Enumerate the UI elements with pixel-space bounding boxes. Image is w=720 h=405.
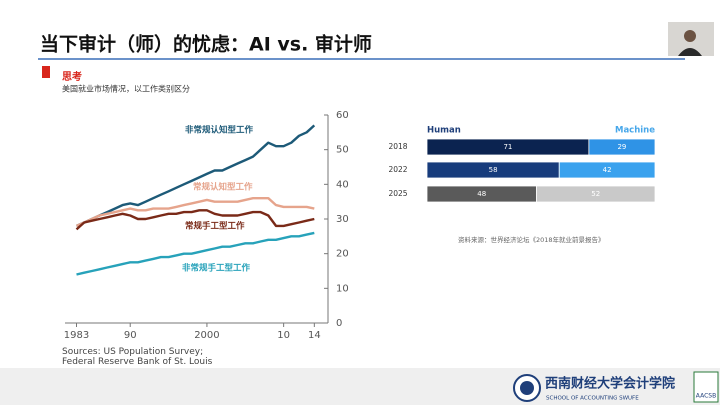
y-tick-label: 20 — [336, 249, 349, 260]
series-label: 常规手工型工作 — [185, 221, 245, 232]
category-label: 2022 — [388, 165, 407, 174]
source-note: Sources: US Population Survey; Federal Re… — [62, 347, 213, 367]
y-tick-label: 10 — [336, 283, 349, 294]
x-tick-label: 14 — [308, 330, 321, 341]
bar-segment — [558, 161, 656, 179]
line-series — [76, 124, 316, 227]
video-thumbnail — [668, 22, 714, 56]
x-tick-label: 90 — [124, 330, 137, 341]
legend-label: Machine — [615, 126, 655, 136]
x-tick-label: 2000 — [194, 330, 219, 341]
value-label: 52 — [591, 190, 600, 198]
school-name-en: SCHOOL OF ACCOUNTING SWUFE — [546, 396, 639, 402]
chart-title: 思考 — [62, 70, 82, 83]
chart-subtitle: 美国就业市场情况，以工作类别区分 — [62, 84, 190, 94]
accreditation: AACSB — [696, 393, 716, 400]
bar-segment — [536, 185, 656, 203]
x-tick-label: 1983 — [64, 330, 89, 341]
value-label: 48 — [477, 190, 486, 198]
series-label: 非常规认知型工作 — [185, 125, 254, 136]
y-tick-label: 0 — [336, 318, 342, 329]
legend-label: Human — [427, 126, 461, 136]
y-tick-label: 30 — [336, 214, 349, 225]
series-label: 非常规手工型工作 — [182, 263, 251, 274]
category-label: 2025 — [388, 189, 407, 198]
y-tick-label: 50 — [336, 145, 349, 156]
value-label: 71 — [503, 143, 512, 151]
x-tick-label: 10 — [277, 330, 290, 341]
value-label: 29 — [617, 143, 626, 151]
slide-title: 当下审计（师）的忧虑：AI vs. 审计师 — [40, 33, 372, 56]
source-note: 资料来源：世界经济论坛《2018年就业前景报告》 — [458, 235, 605, 244]
value-label: 58 — [489, 166, 498, 174]
heading-marker — [42, 66, 50, 78]
line-series — [76, 197, 315, 227]
series-label: 常规认知型工作 — [193, 182, 253, 193]
value-label: 42 — [603, 166, 612, 174]
line-series — [75, 209, 315, 231]
line-series — [76, 231, 315, 276]
bar-segment — [588, 138, 656, 156]
category-label: 2018 — [388, 142, 407, 151]
footer-band — [0, 368, 720, 405]
y-tick-label: 40 — [336, 179, 349, 190]
y-tick-label: 60 — [336, 110, 349, 121]
school-logo — [513, 374, 541, 402]
accreditation-logo — [693, 371, 719, 403]
school-name: 西南财经大学会计学院 — [545, 376, 675, 392]
